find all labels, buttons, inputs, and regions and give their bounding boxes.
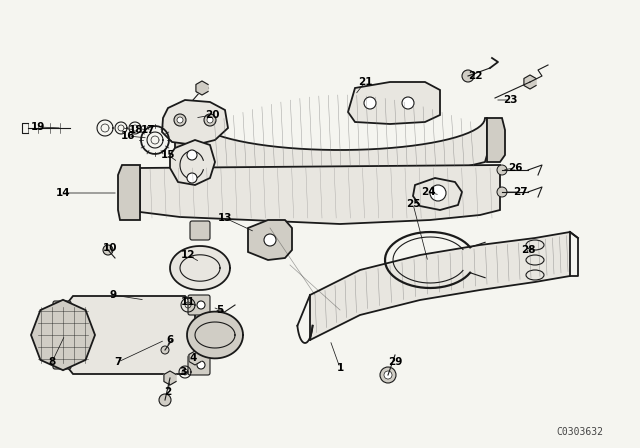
Text: 3: 3 xyxy=(179,367,187,377)
Polygon shape xyxy=(170,140,215,185)
Circle shape xyxy=(462,70,474,82)
Text: 7: 7 xyxy=(115,357,122,367)
Polygon shape xyxy=(196,81,208,95)
Text: 24: 24 xyxy=(420,187,435,197)
Text: 6: 6 xyxy=(166,335,173,345)
Circle shape xyxy=(103,245,113,255)
Polygon shape xyxy=(140,165,500,224)
Polygon shape xyxy=(175,118,195,162)
Text: 12: 12 xyxy=(180,250,195,260)
Text: 20: 20 xyxy=(205,110,220,120)
Text: 17: 17 xyxy=(141,125,156,135)
Polygon shape xyxy=(187,312,243,358)
Circle shape xyxy=(177,117,183,123)
Text: 18: 18 xyxy=(129,125,143,135)
Text: 23: 23 xyxy=(503,95,517,105)
FancyBboxPatch shape xyxy=(188,295,210,315)
Circle shape xyxy=(204,114,216,126)
Polygon shape xyxy=(31,300,95,370)
Text: 29: 29 xyxy=(388,357,402,367)
Circle shape xyxy=(197,361,205,369)
Text: 11: 11 xyxy=(180,297,195,307)
Polygon shape xyxy=(189,351,201,365)
Text: 9: 9 xyxy=(109,290,116,300)
FancyBboxPatch shape xyxy=(188,355,210,375)
Polygon shape xyxy=(170,246,230,290)
Circle shape xyxy=(207,117,213,123)
Circle shape xyxy=(174,114,186,126)
Polygon shape xyxy=(348,82,440,124)
Circle shape xyxy=(264,234,276,246)
Polygon shape xyxy=(413,178,462,210)
Polygon shape xyxy=(65,296,195,374)
Circle shape xyxy=(497,165,507,175)
Text: 10: 10 xyxy=(103,243,117,253)
FancyBboxPatch shape xyxy=(53,301,71,319)
Circle shape xyxy=(187,173,197,183)
Polygon shape xyxy=(195,118,487,178)
Text: 14: 14 xyxy=(56,188,70,198)
Polygon shape xyxy=(487,118,505,162)
FancyBboxPatch shape xyxy=(53,351,71,369)
Ellipse shape xyxy=(526,270,544,280)
Polygon shape xyxy=(164,371,176,385)
Ellipse shape xyxy=(526,240,544,250)
Polygon shape xyxy=(310,232,570,340)
Text: 21: 21 xyxy=(358,77,372,87)
Text: C0303632: C0303632 xyxy=(557,427,604,437)
Text: 5: 5 xyxy=(216,305,223,315)
Text: 28: 28 xyxy=(521,245,535,255)
Circle shape xyxy=(402,97,414,109)
Polygon shape xyxy=(248,220,292,260)
Ellipse shape xyxy=(526,255,544,265)
Polygon shape xyxy=(524,75,536,89)
Text: 25: 25 xyxy=(406,199,420,209)
Circle shape xyxy=(159,394,171,406)
Circle shape xyxy=(197,301,205,309)
Polygon shape xyxy=(118,165,140,220)
Circle shape xyxy=(384,371,392,379)
Text: 1: 1 xyxy=(337,363,344,373)
Text: 26: 26 xyxy=(508,163,522,173)
Text: 8: 8 xyxy=(49,357,56,367)
Text: 2: 2 xyxy=(164,387,172,397)
Text: 16: 16 xyxy=(121,131,135,141)
Polygon shape xyxy=(162,100,228,145)
Text: 4: 4 xyxy=(189,353,196,363)
Circle shape xyxy=(161,346,169,354)
Circle shape xyxy=(497,187,507,197)
Circle shape xyxy=(215,310,225,320)
FancyBboxPatch shape xyxy=(190,221,210,240)
Circle shape xyxy=(187,150,197,160)
Text: 19: 19 xyxy=(31,122,45,132)
Circle shape xyxy=(380,367,396,383)
Text: 13: 13 xyxy=(218,213,232,223)
Circle shape xyxy=(364,97,376,109)
Text: 27: 27 xyxy=(513,187,527,197)
Circle shape xyxy=(430,185,446,201)
Text: 15: 15 xyxy=(161,150,175,160)
Text: 22: 22 xyxy=(468,71,483,81)
